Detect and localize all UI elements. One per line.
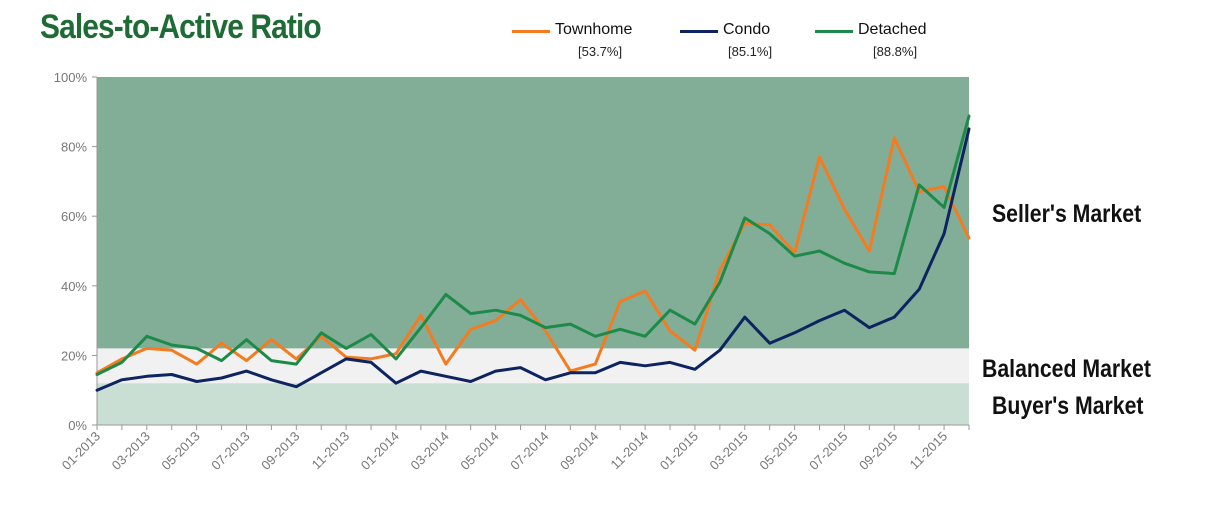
band-label-buyers: Buyer's Market: [992, 392, 1144, 420]
x-tick-label: 03-2013: [109, 429, 153, 473]
series-line-detached: [95, 114, 971, 376]
chart-title: Sales-to-Active Ratio: [40, 8, 322, 46]
x-tick-label: 11-2015: [907, 429, 951, 473]
band-label-sellers: Seller's Market: [992, 200, 1142, 228]
series-line-townhome: [95, 136, 971, 375]
x-tick-label: 01-2015: [657, 429, 701, 473]
x-tick-label: 05-2014: [457, 429, 501, 473]
band-1: [97, 348, 969, 384]
legend-value-condo: [85.1%]: [728, 44, 773, 59]
x-tick-label: 01-2014: [358, 429, 402, 473]
x-tick-label: 07-2013: [208, 429, 252, 473]
market-bands: [97, 77, 969, 425]
x-tick-label: 03-2014: [408, 429, 452, 473]
legend-label-detached: Detached: [858, 21, 927, 38]
x-tick-label: 03-2015: [707, 429, 751, 473]
band-0: [97, 77, 969, 349]
x-tick-label: 05-2013: [158, 429, 202, 473]
y-tick-label: 80%: [61, 140, 87, 155]
legend-swatch-townhome: [512, 30, 550, 33]
x-tick-label: 11-2013: [309, 429, 353, 473]
band-2: [97, 383, 969, 425]
legend-swatch-condo: [680, 30, 718, 33]
band-label-balanced: Balanced Market: [982, 355, 1151, 383]
y-tick-label: 0%: [68, 418, 87, 433]
x-tick-label: 07-2015: [806, 429, 850, 473]
x-tick-label: 09-2015: [856, 429, 900, 473]
x-tick-label: 11-2014: [608, 429, 652, 473]
legend-label-townhome: Townhome: [555, 21, 633, 38]
x-tick-label: 01-2013: [59, 429, 103, 473]
y-tick-label: 100%: [54, 70, 88, 85]
legend-value-detached: [88.8%]: [873, 44, 918, 59]
x-tick-label: 07-2014: [507, 429, 551, 473]
y-tick-label: 20%: [61, 348, 87, 363]
x-tick-label: 05-2015: [756, 429, 800, 473]
y-tick-label: 60%: [61, 209, 87, 224]
x-tick-label: 09-2013: [258, 429, 302, 473]
legend-label-condo: Condo: [723, 21, 771, 38]
legend-value-townhome: [53.7%]: [578, 44, 623, 59]
chart-series: [95, 114, 971, 392]
series-line-condo: [95, 127, 971, 392]
x-tick-label: 09-2014: [557, 429, 601, 473]
legend-swatch-detached: [815, 30, 853, 33]
y-tick-label: 40%: [61, 279, 87, 294]
